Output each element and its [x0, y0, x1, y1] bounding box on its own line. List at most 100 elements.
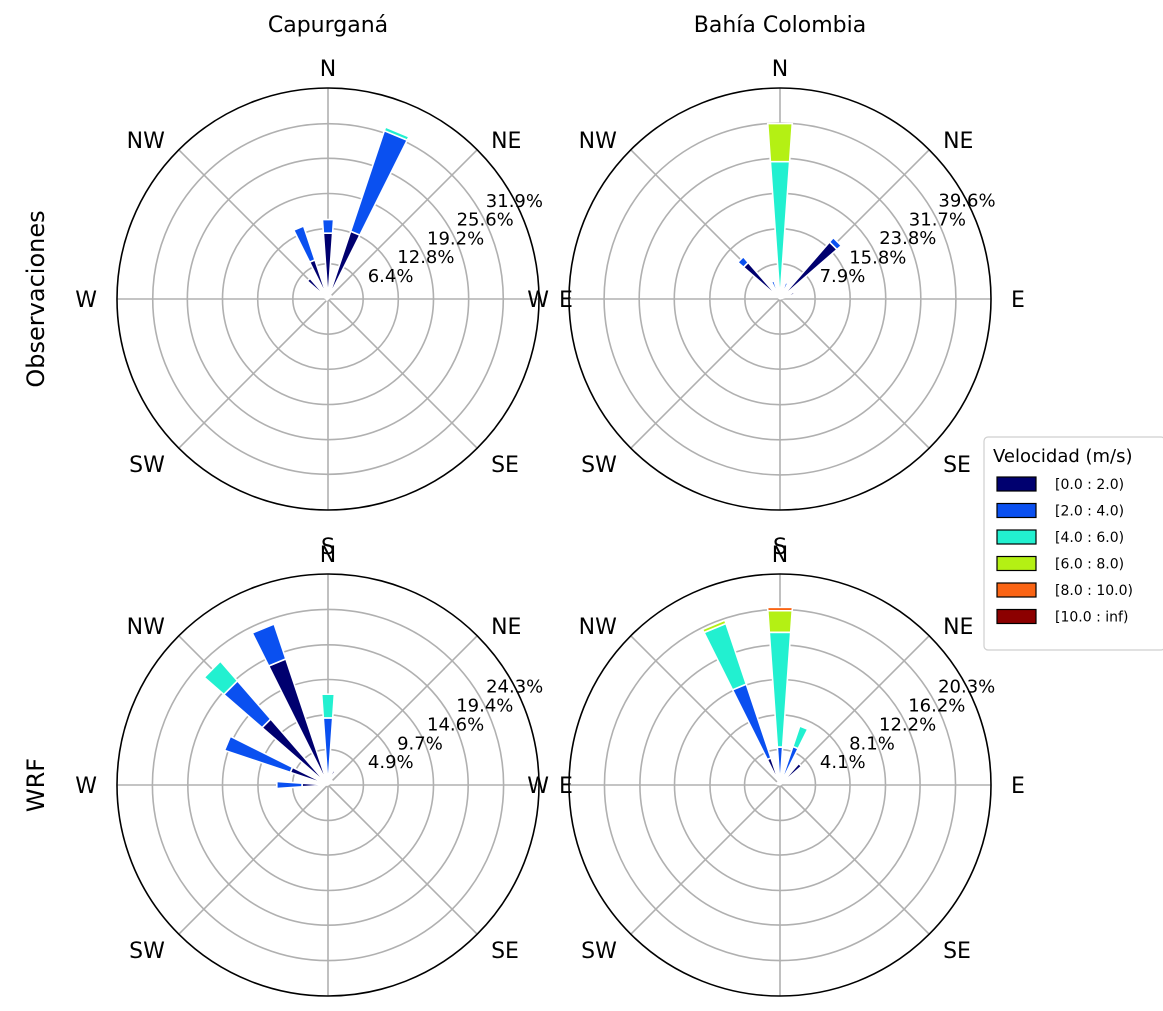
wind-bar-22.5-bin-0: [327, 769, 336, 786]
legend-label-4: [8.0 : 10.0): [1055, 583, 1133, 599]
angular-gridline: [779, 298, 930, 449]
wind-bar-337.5-bin-1: [251, 622, 287, 668]
wind-rose-panels: NNEESESSWWNW6.4%12.8%19.2%25.6%31.9%NNEE…: [75, 57, 1025, 997]
direction-label-sw: SW: [129, 453, 165, 478]
direction-label-se: SE: [943, 453, 971, 478]
angular-gridline: [630, 784, 781, 935]
wind-bar-315-bin-0: [306, 277, 329, 300]
wind-bar-337.5-bin-2: [702, 622, 748, 691]
wind-bar-270-bin-1: [276, 780, 303, 790]
angular-gridline: [327, 635, 478, 786]
wind-bar-0-bin-4: [766, 606, 794, 612]
direction-label-sw: SW: [581, 453, 617, 478]
radial-tick-label: 19.4%: [456, 696, 513, 717]
angular-gridline: [779, 784, 930, 935]
radial-tick-label: 23.8%: [879, 228, 936, 249]
polar-frame: [568, 87, 992, 511]
direction-label-w: W: [75, 774, 97, 799]
angular-gridline: [178, 149, 329, 300]
legend-label-5: [10.0 : inf): [1055, 610, 1128, 626]
legend-swatch-2: [996, 529, 1037, 545]
direction-label-n: N: [772, 57, 788, 82]
radial-tick-label: 25.6%: [457, 209, 514, 230]
direction-label-s: S: [321, 535, 335, 560]
radial-tick-label: 12.2%: [879, 714, 936, 735]
polar-frame: [116, 87, 540, 511]
angular-gridline: [327, 149, 478, 300]
direction-label-nw: NW: [579, 129, 617, 154]
polar-frame: [568, 573, 992, 997]
legend-swatch-1: [996, 502, 1037, 519]
row-label-observaciones: Observaciones: [22, 210, 50, 387]
wind-bar-315-bin-2: [203, 660, 239, 696]
radial-tick-label: 20.3%: [938, 677, 995, 698]
radial-tick-label: 14.6%: [427, 714, 484, 735]
row-label-wrf: WRF: [22, 758, 50, 812]
direction-label-n: N: [320, 57, 336, 82]
wind-bar-45-bin-0: [327, 294, 333, 300]
radial-tick-label: 39.6%: [938, 191, 995, 212]
wind-bar-22.5-bin-1: [349, 129, 409, 237]
wind-bar-22.5-bin-2: [383, 125, 411, 142]
legend-title: Velocidad (m/s): [993, 446, 1133, 467]
wind-bar-315-bin-0: [776, 781, 781, 786]
wind-bar-22.5-bin-1: [779, 281, 789, 298]
wind-bar-45-bin-1: [828, 236, 843, 251]
direction-label-e: E: [559, 774, 573, 799]
direction-label-s: S: [773, 535, 787, 560]
radial-tick-label: 7.9%: [820, 266, 866, 287]
direction-label-w: W: [75, 288, 97, 313]
direction-label-e: E: [559, 288, 573, 313]
direction-label-n: N: [772, 543, 788, 568]
direction-label-w: W: [527, 288, 549, 313]
legend-swatch-5: [996, 608, 1037, 625]
legend-swatch-0: [996, 476, 1037, 492]
wind-bar-225-bin-0: [325, 298, 329, 302]
direction-label-ne: NE: [491, 129, 521, 154]
radial-tick-label: 6.4%: [368, 266, 414, 287]
wind-bar-337.5-bin-3: [701, 619, 727, 634]
polar-frame: [116, 573, 540, 997]
legend-label-2: [4.0 : 6.0): [1055, 530, 1124, 546]
direction-label-se: SE: [491, 939, 519, 964]
column-title-bahia-colombia: Bahía Colombia: [694, 13, 867, 38]
wind-rose-panel-1: N NE E SE S SW W NW 6.4%12.8%19.2%25.6%31.9%: [75, 57, 573, 560]
radial-tick-label: 24.3%: [486, 677, 543, 698]
angular-gridline: [327, 298, 478, 449]
legend-swatch-4: [996, 582, 1037, 598]
direction-label-sw: SW: [129, 939, 165, 964]
wind-bar-0-bin-2: [320, 693, 336, 719]
direction-label-ne: NE: [943, 129, 973, 154]
legend-label-0: [0.0 : 2.0): [1055, 477, 1124, 493]
radial-tick-label: 31.7%: [909, 209, 966, 230]
wind-bar-315-bin-0: [260, 717, 329, 786]
angular-gridline: [630, 298, 781, 449]
column-title-capurgana: Capurganá: [268, 13, 388, 38]
wind-rose-panel-4: NNEESESSWWNW4.1%8.1%12.2%16.2%20.3%: [527, 543, 1025, 997]
legend: Velocidad (m/s) [0.0 : 2.0) [2.0 : 4.0) [4…: [983, 436, 1163, 651]
radial-tick-label: 8.1%: [849, 733, 895, 754]
wind-bar-22.5-bin-2: [791, 724, 809, 750]
angular-gridline: [630, 635, 781, 786]
direction-label-n: N: [320, 543, 336, 568]
legend-items: [0.0 : 2.0) [2.0 : 4.0) [4.0 : 6.0) [6.0 : …: [996, 476, 1133, 626]
wind-bar-292.5-bin-1: [223, 735, 294, 774]
direction-label-nw: NW: [127, 615, 165, 640]
direction-label-e: E: [1011, 774, 1025, 799]
wind-bar-0-bin-1: [321, 218, 335, 235]
direction-label-e: E: [1011, 288, 1025, 313]
direction-label-w: W: [527, 774, 549, 799]
wind-bar-45-bin-0: [327, 779, 334, 786]
legend-label-1: [2.0 : 4.0): [1055, 504, 1124, 520]
radial-tick-label: 31.9%: [486, 191, 543, 212]
legend-label-3: [6.0 : 8.0): [1055, 557, 1124, 573]
angular-gridline: [327, 784, 478, 935]
wind-rose-panel-2: N NE E SE S SW W NW 7.9%15.8%23.8%31.7%39.6%: [527, 57, 1025, 560]
wind-bar-337.5-bin-1: [731, 683, 772, 761]
wind-bar-337.5-bin-1: [292, 224, 316, 264]
angular-gridline: [779, 635, 930, 786]
angular-gridline: [178, 784, 329, 935]
wind-bar-0-bin-3: [766, 122, 794, 163]
wind-bar-315-bin-1: [736, 255, 750, 269]
direction-label-nw: NW: [127, 129, 165, 154]
